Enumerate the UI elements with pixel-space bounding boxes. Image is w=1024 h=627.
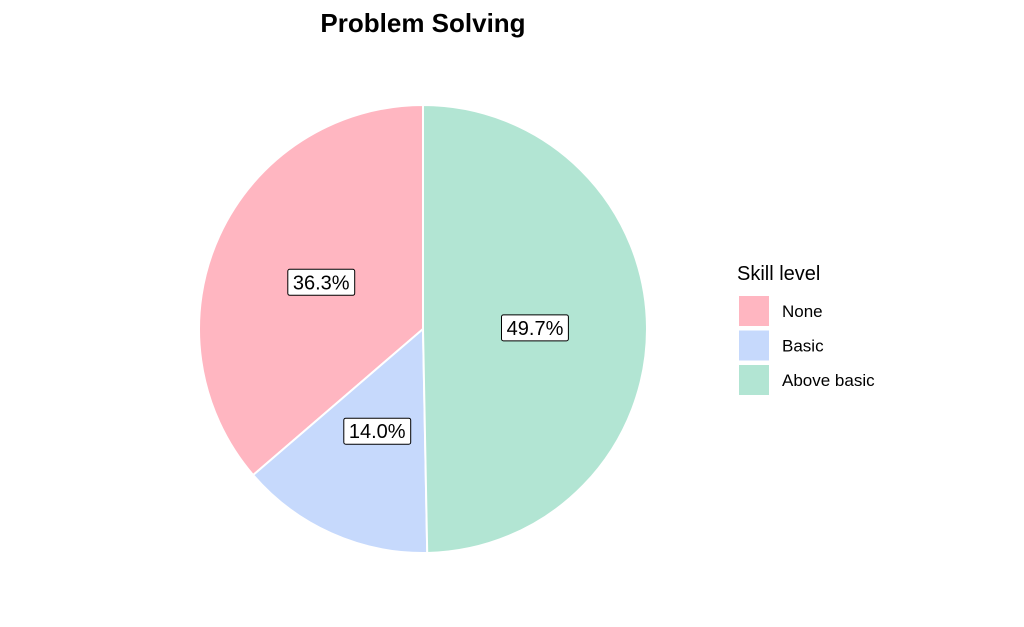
pie-slices xyxy=(198,103,648,554)
chart-title: Problem Solving xyxy=(320,8,525,38)
legend-swatch xyxy=(739,296,769,326)
data-label-text: 49.7% xyxy=(507,318,564,340)
legend-swatch xyxy=(739,330,769,361)
pie-slice-basic xyxy=(251,326,429,554)
data-label-box xyxy=(501,314,569,342)
legend-items: None Basic Above basic xyxy=(739,296,875,395)
legend-title: Skill level xyxy=(737,263,820,285)
legend-swatch xyxy=(739,365,769,395)
legend-label: None xyxy=(782,302,823,321)
data-label-text: 14.0% xyxy=(349,421,406,443)
pie-data-labels: 36.3% 14.0% 49.7% xyxy=(287,268,569,445)
data-label-none: 36.3% xyxy=(287,268,356,296)
legend-label: Above basic xyxy=(782,371,875,390)
data-label-box xyxy=(343,417,412,445)
legend-label: Basic xyxy=(782,337,824,356)
legend: Skill level None Basic Above basic xyxy=(737,263,875,395)
data-label-basic: 14.0% xyxy=(343,417,412,445)
data-label-box xyxy=(287,268,356,296)
legend-item-none: None xyxy=(739,296,823,326)
data-label-text: 36.3% xyxy=(293,272,350,294)
legend-item-basic: Basic xyxy=(739,330,824,361)
legend-item-above-basic: Above basic xyxy=(739,365,875,395)
data-label-above-basic: 49.7% xyxy=(501,314,569,342)
